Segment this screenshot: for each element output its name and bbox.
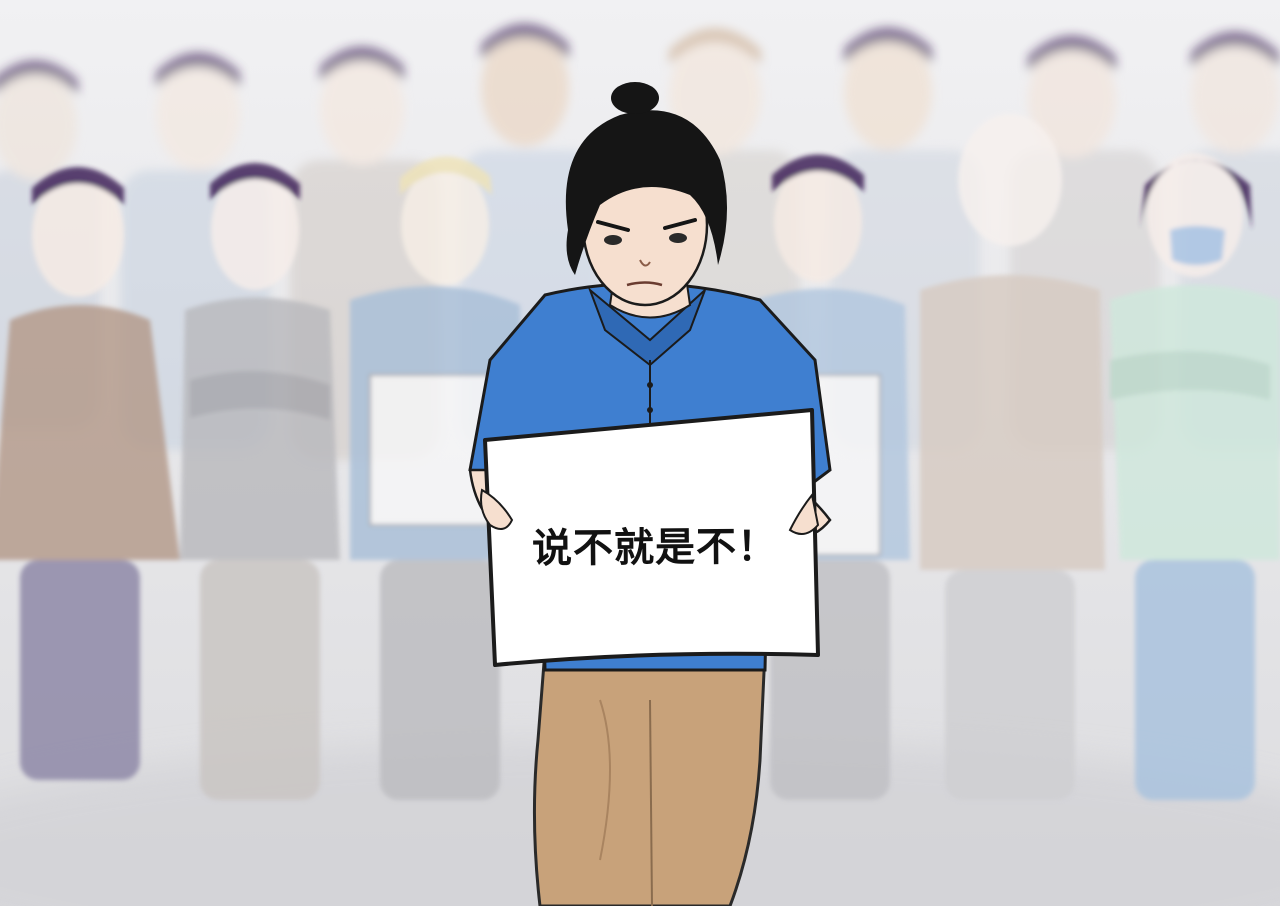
crowd-person-mask-mint-shirt bbox=[1110, 153, 1280, 800]
sign-text: 说不就是不！ bbox=[531, 523, 779, 573]
crowd-person-brown-sweater bbox=[0, 167, 180, 780]
main-figure-hair-bun bbox=[611, 82, 659, 114]
main-figure-hair bbox=[565, 110, 728, 275]
crowd-person-bald-tan-shirt bbox=[920, 114, 1105, 800]
main-figure-pants bbox=[532, 648, 767, 906]
main-figure bbox=[468, 82, 832, 906]
crowd-person-grey-shirt bbox=[180, 163, 340, 800]
sign-board bbox=[483, 408, 820, 667]
